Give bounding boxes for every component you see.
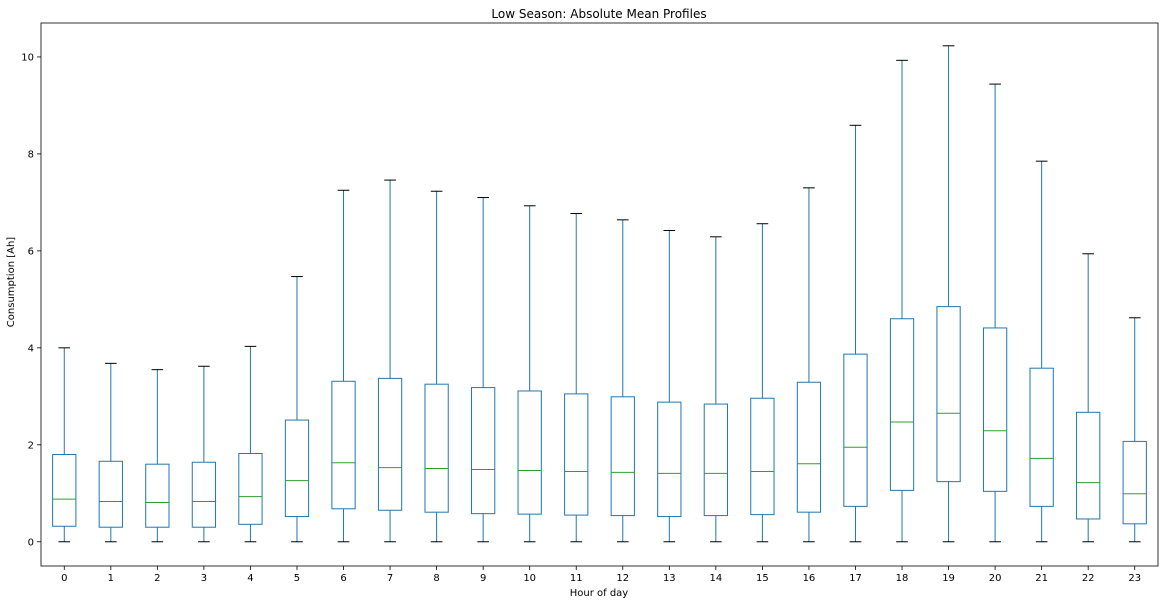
x-tick-label-7: 7: [387, 573, 393, 584]
box-8: [424, 190, 449, 543]
x-tick-label-12: 12: [616, 573, 629, 584]
x-tick-label-11: 11: [570, 573, 583, 584]
iqr-box: [52, 453, 77, 527]
x-tick-label-8: 8: [433, 573, 439, 584]
box-18: [889, 59, 915, 543]
box-17: [843, 124, 868, 543]
box-20: [982, 83, 1008, 543]
iqr-box: [424, 383, 449, 513]
box-9: [471, 197, 496, 543]
box-2: [145, 369, 170, 543]
y-tick-label-2: 2: [28, 440, 34, 451]
iqr-box: [377, 377, 403, 511]
y-tick-label-6: 6: [28, 246, 34, 257]
y-axis-ticks: 0 2 4 6 8 10: [21, 52, 41, 548]
x-tick-label-17: 17: [849, 573, 862, 584]
box-23: [1122, 317, 1147, 543]
x-tick-label-19: 19: [942, 573, 955, 584]
iqr-box: [238, 453, 263, 525]
iqr-box: [471, 387, 496, 515]
x-tick-label-20: 20: [989, 573, 1002, 584]
box-4: [238, 345, 263, 543]
box-14: [703, 236, 728, 543]
iqr-box: [1122, 440, 1147, 525]
box-22: [1076, 253, 1101, 543]
y-tick-label-8: 8: [28, 149, 34, 160]
box-19: [936, 45, 961, 543]
iqr-box: [750, 397, 775, 516]
iqr-box: [1076, 411, 1101, 520]
box-13: [657, 230, 682, 543]
y-tick-label-0: 0: [28, 537, 34, 548]
y-tick-label-4: 4: [28, 343, 34, 354]
box-15: [750, 223, 775, 543]
box-21: [1029, 160, 1054, 543]
x-tick-label-16: 16: [803, 573, 816, 584]
iqr-box: [1029, 367, 1054, 507]
x-tick-label-10: 10: [523, 573, 536, 584]
iqr-box: [936, 306, 961, 483]
iqr-box: [331, 380, 356, 510]
box-12: [610, 219, 635, 543]
box-6: [331, 189, 356, 543]
iqr-box: [889, 318, 915, 491]
x-tick-label-0: 0: [61, 573, 67, 584]
iqr-box: [564, 393, 589, 516]
chart-title: Low Season: Absolute Mean Profiles: [491, 7, 706, 21]
x-tick-label-14: 14: [709, 573, 722, 584]
x-tick-label-4: 4: [247, 573, 253, 584]
x-tick-label-5: 5: [294, 573, 300, 584]
box-5: [284, 276, 310, 543]
x-tick-label-21: 21: [1035, 573, 1048, 584]
iqr-box: [982, 327, 1008, 492]
x-tick-label-9: 9: [480, 573, 486, 584]
x-tick-label-3: 3: [201, 573, 207, 584]
iqr-box: [517, 390, 542, 515]
box-11: [564, 213, 589, 543]
iqr-box: [610, 396, 635, 517]
box-10: [517, 205, 542, 543]
box-16: [796, 187, 822, 543]
box-7: [377, 179, 403, 543]
box-1: [98, 362, 123, 543]
x-tick-label-2: 2: [154, 573, 160, 584]
iqr-box: [657, 401, 682, 518]
plot-frame: [40, 22, 1159, 567]
iqr-box: [843, 353, 868, 507]
y-axis-title: Consumption [Ah]: [6, 237, 17, 327]
iqr-box: [98, 460, 123, 528]
y-tick-label-10: 10: [21, 52, 34, 63]
x-tick-label-15: 15: [756, 573, 769, 584]
iqr-box: [796, 381, 822, 513]
x-tick-label-18: 18: [896, 573, 909, 584]
x-tick-label-23: 23: [1128, 573, 1141, 584]
iqr-box: [191, 461, 217, 528]
x-tick-label-1: 1: [108, 573, 114, 584]
iqr-box: [284, 419, 310, 518]
x-axis-title: Hour of day: [570, 588, 629, 599]
x-tick-label-6: 6: [340, 573, 346, 584]
iqr-box: [703, 403, 728, 517]
iqr-box: [145, 463, 170, 528]
x-tick-label-13: 13: [663, 573, 676, 584]
x-axis-ticks: 0 1 2 3 4 5 6 7 8 9 10 11 12 13 14 15 16 17 18 19 20 21 22 23: [61, 566, 1141, 584]
box-3: [191, 365, 217, 543]
x-tick-label-22: 22: [1082, 573, 1095, 584]
box-0: [52, 347, 77, 543]
boxes-layer: [52, 45, 1147, 543]
